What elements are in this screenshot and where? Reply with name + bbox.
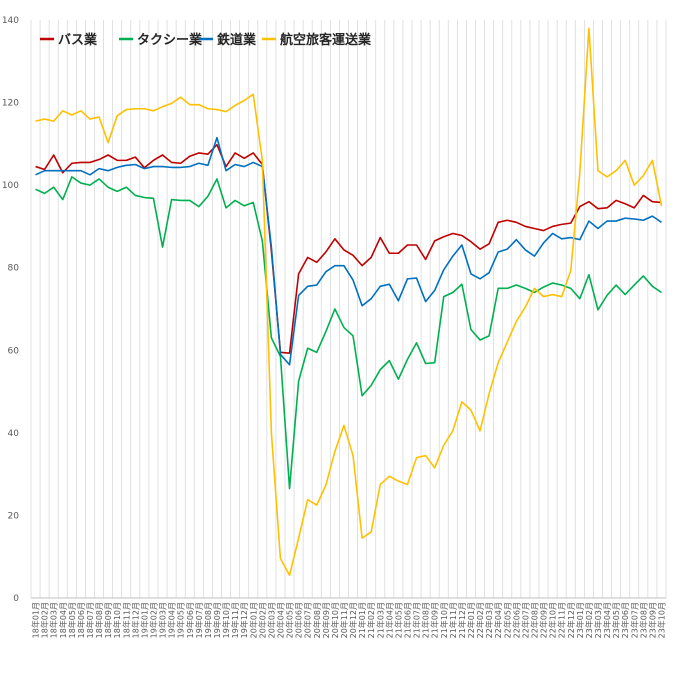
x-tick-label: 18年06月 (76, 602, 86, 638)
legend-label-1: タクシー業 (137, 32, 203, 48)
x-tick-label: 19年07月 (194, 602, 204, 638)
x-tick-label: 21年10月 (439, 602, 449, 638)
x-tick-label: 19年05月 (176, 602, 186, 638)
x-tick-label: 23年03月 (593, 602, 603, 638)
x-tick-label: 19年12月 (239, 602, 249, 638)
legend-label-3: 航空旅客運送業 (280, 32, 372, 48)
x-tick-label: 22年03月 (484, 602, 494, 638)
y-tick-label: 100 (2, 181, 19, 191)
x-tick-label: 20年05月 (285, 602, 295, 638)
x-tick-label: 21年12月 (457, 602, 467, 638)
x-tick-label: 22年12月 (566, 602, 576, 638)
x-tick-label: 22年11月 (557, 602, 567, 638)
x-tick-label: 18年09月 (103, 602, 113, 638)
x-tick-label: 21年07月 (412, 602, 422, 638)
x-tick-label: 22年04月 (493, 602, 503, 638)
x-tick-label: 19年06月 (185, 602, 195, 638)
x-tick-label: 19年09月 (212, 602, 222, 638)
x-tick-label: 20年01月 (248, 602, 258, 638)
x-tick-label: 21年05月 (393, 602, 403, 638)
x-tick-label: 18年11月 (121, 602, 131, 638)
y-tick-label: 40 (8, 429, 20, 439)
x-tick-label: 23年07月 (629, 602, 639, 638)
x-tick-label: 21年08月 (421, 602, 431, 638)
grid-layer (30, 20, 667, 598)
x-tick-label: 22年06月 (511, 602, 521, 638)
x-tick-label: 23年08月 (638, 602, 648, 638)
series-line-1 (35, 176, 662, 490)
series-line-2 (35, 136, 662, 366)
x-tick-label: 21年01月 (357, 602, 367, 638)
x-tick-label: 22年09月 (539, 602, 549, 638)
x-tick-label: 20年03月 (266, 602, 276, 638)
x-tick-label: 20年10月 (330, 602, 340, 638)
y-tick-label: 0 (13, 594, 19, 604)
x-tick-label: 22年07月 (520, 602, 530, 638)
x-tick-label: 20年09月 (321, 602, 331, 638)
x-tick-label: 19年08月 (203, 602, 213, 638)
x-tick-label: 18年08月 (94, 602, 104, 638)
x-tick-label: 20年06月 (294, 602, 304, 638)
x-tick-label: 18年07月 (85, 602, 95, 638)
legend: バス業 タクシー業 鉄道業 航空旅客運送業 (40, 32, 372, 48)
x-tick-label: 23年10月 (656, 602, 666, 638)
x-tick-label: 23年04月 (602, 602, 612, 638)
x-tick-label: 23年02月 (584, 602, 594, 638)
x-tick-label: 23年06月 (620, 602, 630, 638)
x-tick-label: 20年11月 (339, 602, 349, 638)
y-tick-label: 120 (2, 99, 19, 109)
x-tick-label: 22年01月 (466, 602, 476, 638)
x-tick-label: 19年04月 (167, 602, 177, 638)
y-tick-label: 80 (8, 264, 20, 274)
x-tick-label: 18年02月 (40, 602, 50, 638)
x-tick-label: 18年01月 (31, 602, 41, 638)
x-tick-label: 22年02月 (475, 602, 485, 638)
x-tick-label: 22年10月 (548, 602, 558, 638)
x-tick-label: 18年03月 (49, 602, 59, 638)
x-tick-label: 23年01月 (575, 602, 585, 638)
x-tick-label: 19年10月 (221, 602, 231, 638)
x-tick-label: 23年05月 (611, 602, 621, 638)
x-tick-label: 19年02月 (148, 602, 158, 638)
x-tick-label: 22年08月 (529, 602, 539, 638)
y-tick-label: 60 (8, 346, 20, 356)
x-tick-label: 21年06月 (402, 602, 412, 638)
x-tick-label: 18年04月 (58, 602, 68, 638)
x-tick-label: 21年11月 (448, 602, 458, 638)
x-tick-label: 21年02月 (366, 602, 376, 638)
x-tick-label: 21年04月 (384, 602, 394, 638)
series-layer (35, 27, 663, 577)
y-tick-label: 20 (8, 511, 20, 521)
x-tick-label: 19年11月 (230, 602, 240, 638)
x-tick-label: 20年04月 (275, 602, 285, 638)
x-tick-label: 20年02月 (257, 602, 267, 638)
legend-label-2: 鉄道業 (217, 32, 257, 48)
x-tick-label: 20年12月 (348, 602, 358, 638)
series-line-3 (35, 27, 663, 577)
x-tick-label: 19年01月 (139, 602, 149, 638)
x-tick-label: 22年05月 (502, 602, 512, 638)
x-tick-label: 20年08月 (312, 602, 322, 638)
x-tick-label: 18年05月 (67, 602, 77, 638)
x-tick-label: 21年03月 (375, 602, 385, 638)
x-tick-label: 23年09月 (647, 602, 657, 638)
x-tick-label: 19年03月 (158, 602, 168, 638)
y-tick-label: 140 (2, 16, 19, 26)
x-tick-label: 18年10月 (112, 602, 122, 638)
x-tick-label: 21年09月 (430, 602, 440, 638)
legend-label-0: バス業 (58, 32, 98, 48)
x-tick-label: 18年12月 (130, 602, 140, 638)
series-line-0 (35, 143, 662, 354)
x-tick-label: 20年07月 (303, 602, 313, 638)
